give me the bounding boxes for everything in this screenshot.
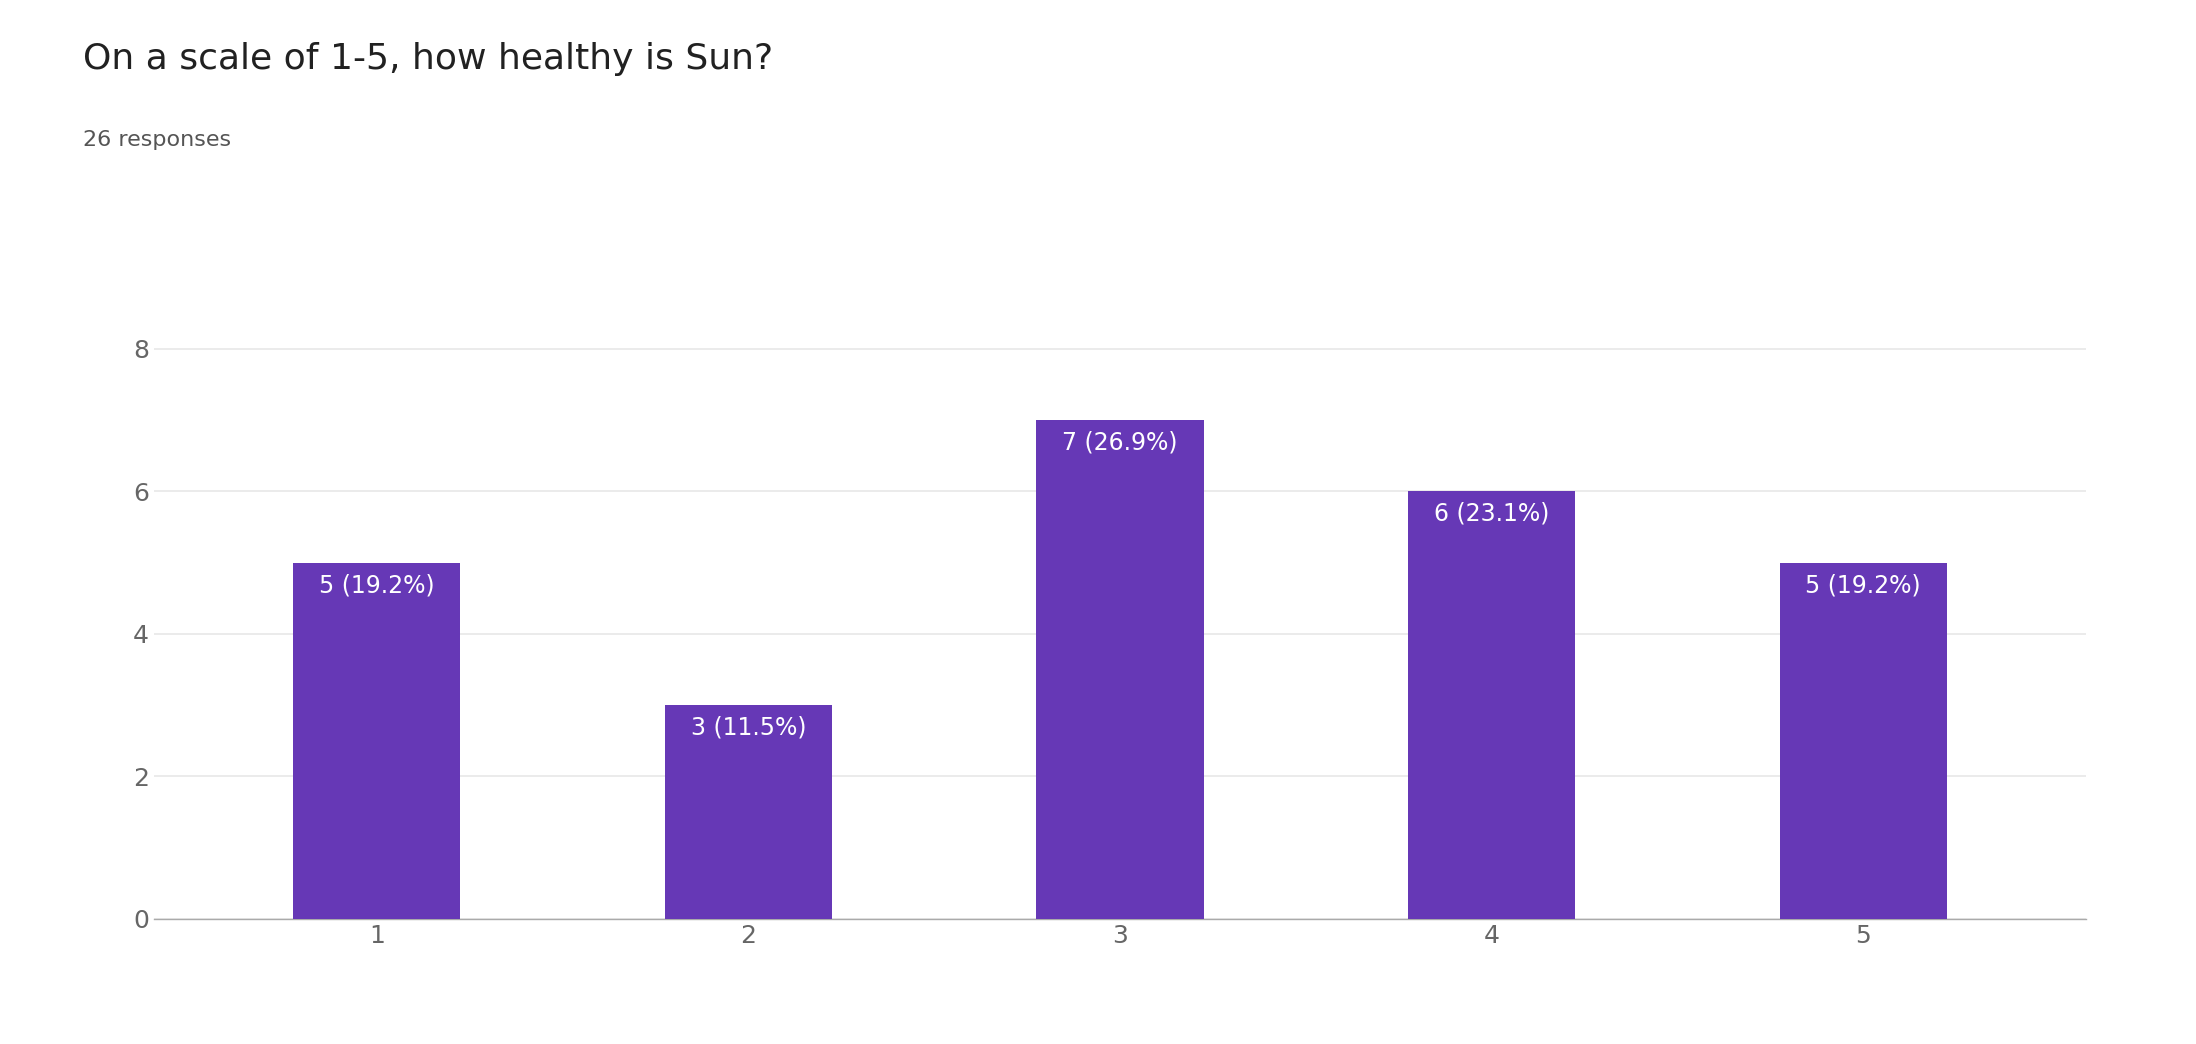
Bar — [1408, 492, 1575, 919]
Text: 5 (19.2%): 5 (19.2%) — [1805, 573, 1922, 597]
Bar — [665, 705, 832, 919]
Text: 3 (11.5%): 3 (11.5%) — [690, 716, 806, 740]
Text: 26 responses: 26 responses — [83, 130, 231, 150]
Bar — [1037, 420, 1203, 919]
Text: 5 (19.2%): 5 (19.2%) — [318, 573, 435, 597]
Bar — [1779, 563, 1948, 919]
Text: On a scale of 1-5, how healthy is Sun?: On a scale of 1-5, how healthy is Sun? — [83, 42, 773, 76]
Text: 7 (26.9%): 7 (26.9%) — [1063, 431, 1177, 455]
Bar — [292, 563, 461, 919]
Text: 6 (23.1%): 6 (23.1%) — [1434, 502, 1550, 526]
